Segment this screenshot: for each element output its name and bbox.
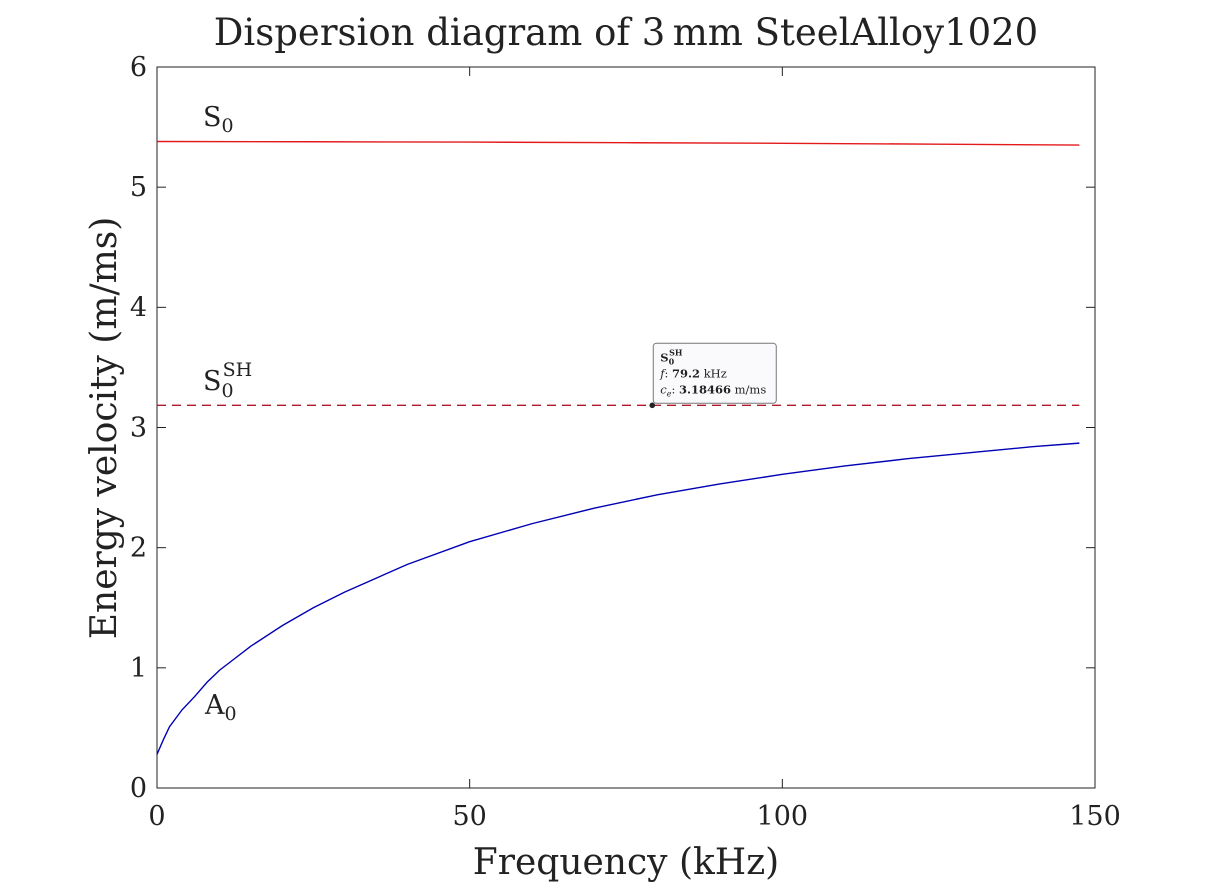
datatip-frequency: f: 79.2 kHz [659, 366, 727, 380]
y-tick-label: 2 [130, 533, 147, 564]
chart-title: Dispersion diagram of 3 mm SteelAlloy102… [214, 11, 1038, 54]
datatip-f-symbol: f [659, 366, 666, 380]
curve-label-s0: S0 [203, 102, 234, 137]
curve-label-a0: A0 [204, 690, 237, 725]
plot-frame [156, 66, 1096, 789]
datatip-box [652, 342, 777, 404]
y-tick-label: 1 [130, 653, 147, 684]
curve-label-s0sh: S0SH [203, 359, 252, 402]
x-tick-label: 50 [452, 801, 486, 832]
datatip-colon: : [665, 366, 673, 380]
datatip-marker [649, 402, 656, 409]
series-line-a0 [156, 442, 1080, 755]
datatip-ce-symbol: c [660, 382, 667, 396]
datatip-series-main: S [660, 350, 668, 364]
datatip-energy-velocity: ce: 3.18466 m/ms [660, 382, 766, 398]
curve-label-sub: 0 [225, 703, 237, 725]
y-tick-label: 3 [130, 413, 147, 444]
datatip-series: S0SH [660, 347, 683, 366]
datatip-f-value: 79.2 [672, 366, 700, 380]
datatip-ce-value: 3.18466 [679, 382, 731, 396]
y-axis-label: Energy velocity (m/ms) [84, 217, 125, 640]
x-tick-label: 0 [148, 801, 165, 832]
datatip-f-unit: kHz [700, 366, 727, 380]
x-tick-label: 150 [1069, 801, 1121, 832]
series-line-s0 [156, 140, 1080, 146]
datatip-ce-unit: m/ms [731, 382, 766, 396]
datatip-ce-sub: e [667, 389, 672, 398]
y-tick-label: 5 [130, 172, 147, 203]
datatip-colon: : [671, 382, 679, 396]
curve-label-sup: SH [223, 359, 253, 381]
datatip-series-sub: 0 [669, 356, 675, 366]
y-tick-label: 6 [130, 52, 147, 83]
curve-label-sub: 0 [222, 115, 234, 137]
y-tick-label: 0 [130, 773, 147, 804]
curve-label-main: A [204, 690, 225, 721]
curve-label-sub: 0 [222, 380, 234, 402]
curve-label-main: S [203, 102, 222, 133]
x-axis-label: Frequency (kHz) [473, 842, 779, 883]
datatip-series-sup: SH [669, 347, 683, 357]
x-tick-label: 100 [757, 801, 809, 832]
y-tick-label: 4 [130, 292, 147, 323]
curve-label-main: S [203, 366, 222, 397]
